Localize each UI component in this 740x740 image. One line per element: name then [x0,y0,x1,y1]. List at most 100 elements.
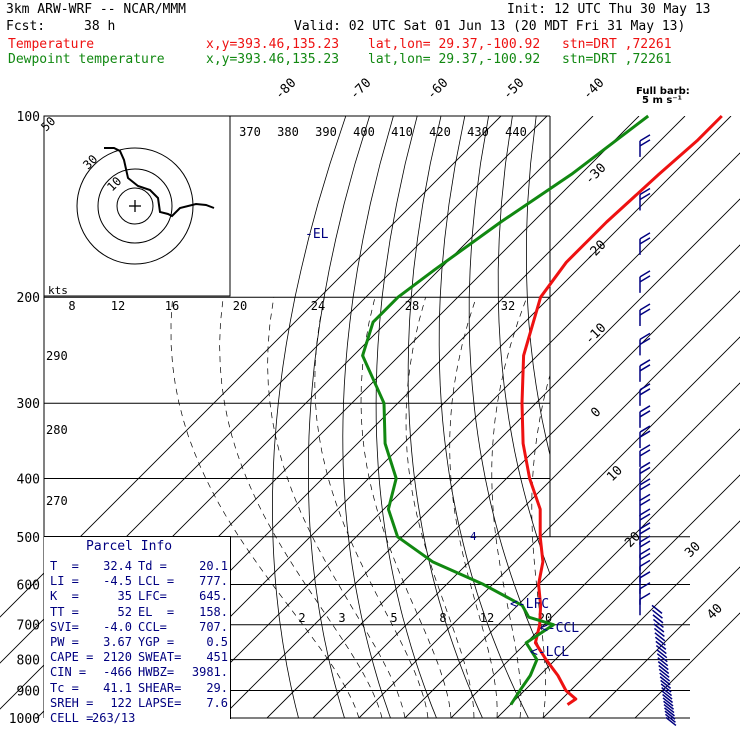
dewpoint-station: stn=DRT ,72261 [562,52,672,67]
dry-adiabat-400 [703,116,740,718]
theta-left-label-270: 270 [46,494,68,508]
pressure-label-900: 900 [17,684,40,699]
wind-barb-flag-560 [639,559,651,568]
pressure-label-500: 500 [17,531,40,546]
isotherm-label--80: -80 [272,76,299,103]
wind-barbs [639,134,677,727]
parcel-key2: Td = [138,559,167,573]
parcel-key: TT = [50,604,79,619]
mixing-ratio-bottom-label-12: 12 [480,611,494,625]
dry-adiabat-370 [631,116,740,718]
dry-adiabat-410 [727,116,740,718]
isotherm-label-r--10: -10 [582,321,609,348]
wind-barb-flag-185 [639,270,651,278]
pressure-label-200: 200 [17,291,40,306]
dry-adiabat-380 [655,116,740,718]
isotherm-label-r-10: 10 [604,463,626,485]
parcel-key: SREH = [50,695,94,710]
wind-barb-low-938 [663,700,674,710]
wind-barb-low-914 [662,693,674,704]
parcel-value: 3.67 [103,635,132,649]
temperature-legend: Temperature [8,37,95,52]
parcel-key2: HWBZ= [138,665,175,680]
mixing-ratio-bottom-label-8: 8 [439,611,446,625]
theta-label-390: 390 [315,125,337,139]
wind-barb-low-674 [652,614,664,624]
moist-adiabat-0 [267,297,406,718]
parcel-value2: 20.1 [199,559,228,573]
mixing-ratio-label-24: 24 [311,299,325,313]
dry-adiabats [272,116,740,718]
wind-barb-flag2-285 [639,388,651,396]
wind-barb-flag2-510 [639,540,651,548]
parcel-key2: EL = [138,604,175,619]
pressure-label-1000: 1000 [9,712,40,727]
theta-left-label-290: 290 [46,349,68,363]
wind-barb-low-698 [653,623,665,633]
wind-barb-flag2-310 [639,410,651,418]
parcel-value: 122 [110,695,132,710]
wind-barb-flag2-135 [639,192,651,201]
mixing-ratio-label-32: 32 [501,299,515,313]
dry-adiabat-320 [497,116,550,576]
dewpoint-latlon: lat,lon= 29.37,-100.92 [368,52,541,67]
barb-legend-title: Full barb: [636,86,690,97]
wind-barb-flag-260 [639,359,651,367]
wind-barb-flag2-485 [639,527,651,535]
parcel-value2: 451 [206,650,228,665]
theta-label-400: 400 [353,125,375,139]
model-title: 3km ARW-WRF -- NCAR/MMM [6,2,187,17]
parcel-value: 263/13 [92,711,136,725]
hodograph-ring-outer [76,147,194,265]
mixing-ratio-label-20: 20 [233,299,247,313]
wind-barb-flag-435 [639,493,651,502]
moist-adiabat--5 [219,297,383,718]
parcel-value: 52 [117,604,132,619]
level-marker-2: <-CCL [540,621,579,636]
wind-barb-low-710 [653,627,665,638]
barb-legend-units: 5 m s⁻¹ [642,95,682,106]
temperature-xy: x,y=393.46,135.23 [206,37,340,52]
theta-label-430: 430 [467,125,489,139]
parcel-value2: 707. [199,619,228,634]
wind-barb-flag2-210 [639,308,651,316]
wind-barb-flag-110 [639,134,651,142]
wind-barb-flag-335 [639,425,651,433]
parcel-value2: 7.6 [206,695,228,710]
dry-adiabat-390 [679,116,740,718]
wind-barb-flag2-360 [639,449,651,457]
wind-barb-flag2-235 [639,337,651,346]
dry-adiabat-300 [438,116,529,718]
isotherm-0 [404,382,740,718]
parcel-key2: LFC= [138,589,167,604]
wind-barb-low-950 [663,704,675,714]
moist-adiabat-25 [491,297,528,718]
wind-barb-flag-610 [639,582,651,590]
parcel-value2: 3981. [191,665,228,680]
wind-barb-flag2-385 [639,466,651,475]
forecast-label: Fcst: [6,19,46,34]
parcel-key: Tc = [50,680,79,695]
isotherm-label-r-30: 30 [682,539,704,561]
parcel-key: PW = [50,635,79,649]
parcel-info-title: Parcel Info [86,539,173,554]
wind-barb-low-890 [661,686,673,697]
dry-adiabat-310 [468,116,550,672]
parcel-key2: SWEAT= [138,650,182,665]
wind-barb-low-998 [665,716,677,727]
dry-adiabat-270 [342,116,394,718]
wind-barb-low-650 [651,604,663,614]
wind-barb-flag2-435 [639,498,651,507]
wind-barb-flag2-460 [639,513,651,521]
parcel-key: CIN = [50,665,87,680]
wind-barb-flag-535 [639,547,651,556]
dewpoint-trace [361,114,650,706]
wind-barb-flag-510 [639,535,651,543]
wind-barb-low-734 [654,636,666,646]
wind-barb-flag-235 [639,332,651,341]
parcel-value: 32.4 [103,559,132,573]
dry-adiabat-330 [526,116,550,457]
mixing-ratio-bottom-label-5: 5 [390,611,397,625]
wind-barb-low-722 [654,632,666,642]
hodograph-ring-mid [97,168,173,244]
